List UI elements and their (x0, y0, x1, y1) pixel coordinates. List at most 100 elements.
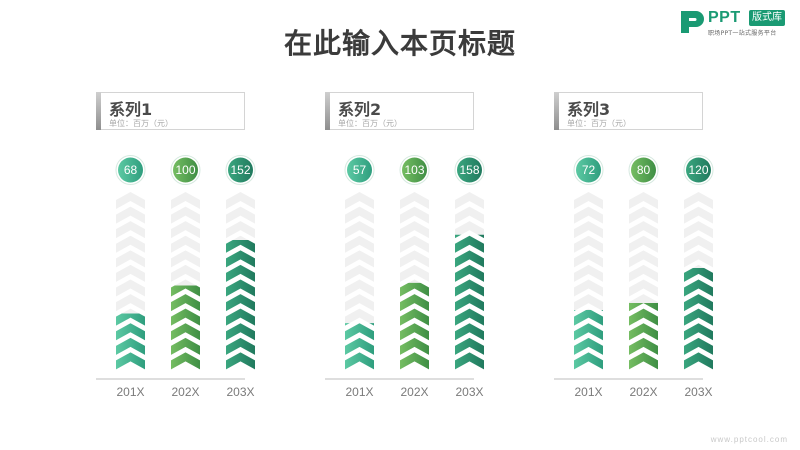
bar-filled-chevron (400, 337, 429, 355)
bar-empty-chevron (345, 192, 374, 209)
bar-201X (574, 192, 603, 370)
bar-203X (226, 192, 255, 370)
bar-filled-chevron (226, 279, 255, 297)
bar-empty-chevron (171, 250, 200, 268)
bar-filled-chevron (345, 323, 374, 341)
bar-filled-chevron (684, 323, 713, 341)
series-panel-3: 系列3 单位：百万（元） (554, 92, 704, 130)
series-title: 系列2 (338, 100, 382, 119)
category-label: 201X (574, 385, 602, 399)
bar-filled-chevron (226, 337, 255, 355)
bar-fill (629, 303, 658, 370)
bar-filled-chevron (116, 337, 145, 355)
category-label: 202X (400, 385, 428, 399)
bar-filled-chevron (684, 268, 713, 282)
bar-filled-chevron (345, 323, 374, 326)
bar-filled-chevron (684, 279, 713, 297)
bar-empty-chevron (226, 206, 255, 224)
bar-empty-chevron (171, 206, 200, 224)
footer-url[interactable]: www.pptcool.com (710, 435, 788, 444)
data-label: 68 (124, 163, 138, 177)
data-label: 57 (353, 163, 367, 177)
bar-202X (400, 192, 429, 370)
bar-filled-chevron (629, 352, 658, 370)
bar-filled-chevron (574, 337, 603, 355)
category-label: 201X (116, 385, 144, 399)
bar-202X (629, 192, 658, 370)
bar-fill (574, 310, 603, 370)
series-unit: 单位：百万（元） (567, 119, 631, 128)
bar-fill (116, 313, 145, 370)
bar-empty-chevron (345, 294, 374, 312)
data-label: 80 (637, 163, 651, 177)
bar-empty-chevron (226, 192, 255, 209)
bar-filled-chevron (226, 294, 255, 312)
bar-filled-chevron (455, 337, 484, 355)
value-badge (118, 157, 143, 183)
bar-filled-chevron (226, 250, 255, 268)
bar-filled-chevron (684, 337, 713, 355)
bar-empty-chevron (171, 192, 200, 209)
bar-empty-chevron (345, 308, 374, 326)
data-label: 152 (230, 163, 250, 177)
value-badge-ring (573, 155, 604, 185)
value-badge (457, 157, 482, 183)
bar-filled-chevron (684, 308, 713, 326)
bar-empty-chevron (684, 206, 713, 224)
series-unit: 单位：百万（元） (338, 119, 402, 128)
bar-empty-chevron (400, 264, 429, 282)
bar-fill (345, 323, 374, 370)
data-label: 72 (582, 163, 596, 177)
bar-filled-chevron (400, 323, 429, 341)
bar-filled-chevron (574, 310, 603, 326)
series-header-3: 系列3 单位：百万（元） (554, 92, 703, 130)
bar-fill (171, 285, 200, 370)
bar-empty-chevron (345, 221, 374, 239)
bar-empty-chevron (629, 279, 658, 297)
bar-filled-chevron (345, 337, 374, 355)
bar-empty-chevron (116, 279, 145, 297)
data-label: 103 (404, 163, 424, 177)
bar-202X (171, 192, 200, 370)
bar-fill (684, 268, 713, 370)
bar-empty-chevron (574, 221, 603, 239)
category-label: 202X (629, 385, 657, 399)
bar-empty-chevron (116, 235, 145, 253)
value-badge (347, 157, 372, 183)
value-badge-ring (399, 155, 430, 185)
value-badge-ring (454, 155, 485, 185)
bar-filled-chevron (116, 323, 145, 341)
value-badge-ring (344, 155, 375, 185)
bar-fill (226, 240, 255, 370)
bar-empty-chevron (629, 264, 658, 282)
bar-filled-chevron (455, 235, 484, 253)
bar-filled-chevron (574, 323, 603, 341)
bar-filled-chevron (171, 337, 200, 355)
brand-logo[interactable]: PPT 版式库 职场PPT一站式服务平台 (679, 9, 797, 39)
bar-filled-chevron (629, 303, 658, 312)
value-badge (576, 157, 601, 183)
bar-empty-chevron (574, 235, 603, 253)
data-label: 158 (459, 163, 479, 177)
series-header-accent (325, 92, 330, 130)
bar-filled-chevron (455, 264, 484, 282)
bar-filled-chevron (629, 337, 658, 355)
bar-filled-chevron (455, 308, 484, 326)
value-badge (686, 157, 711, 183)
bar-empty-chevron (345, 279, 374, 297)
bar-filled-chevron (455, 352, 484, 370)
logo-brand-text: PPT (708, 9, 741, 26)
bar-filled-chevron (455, 294, 484, 312)
bar-empty-chevron (116, 192, 145, 209)
bar-empty-chevron (574, 192, 603, 209)
bar-empty-chevron (629, 235, 658, 253)
bar-filled-chevron (455, 279, 484, 297)
bar-empty-chevron (455, 206, 484, 224)
bar-filled-chevron (400, 282, 429, 297)
bar-filled-chevron (574, 352, 603, 370)
bar-empty-chevron (684, 235, 713, 253)
bar-empty-chevron (116, 206, 145, 224)
bar-empty-chevron (574, 250, 603, 268)
bar-empty-chevron (629, 192, 658, 209)
logo-tagline: 职场PPT一站式服务平台 (708, 30, 777, 37)
